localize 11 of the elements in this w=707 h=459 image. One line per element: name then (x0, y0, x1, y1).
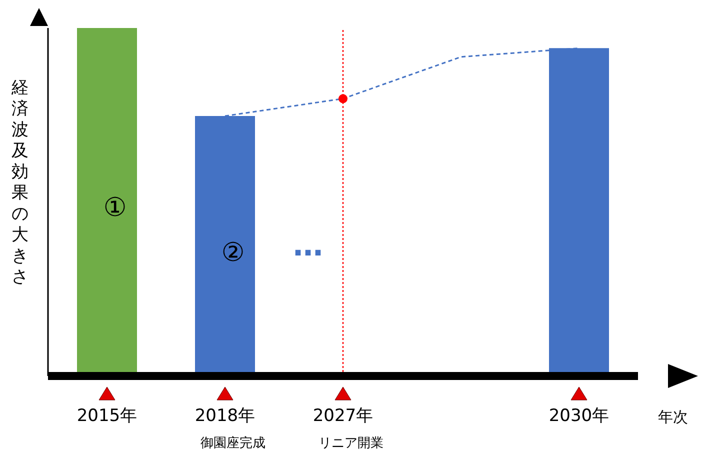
x-tick-label: 2030年 (548, 406, 610, 426)
x-tick-label: 2015年 (76, 406, 138, 426)
text: 経済波及効果の大きさ (12, 78, 28, 287)
x-tick-label: 2027年 (312, 406, 374, 426)
x-tick-label: 2018年 (194, 406, 256, 426)
x-axis-title: 年次 (658, 408, 688, 427)
annotation: ① (103, 193, 127, 223)
annotation: ② (221, 238, 245, 268)
annotation: … (293, 228, 323, 264)
text: リニア開業 (318, 435, 384, 452)
text: 御園座完成 (200, 435, 266, 452)
